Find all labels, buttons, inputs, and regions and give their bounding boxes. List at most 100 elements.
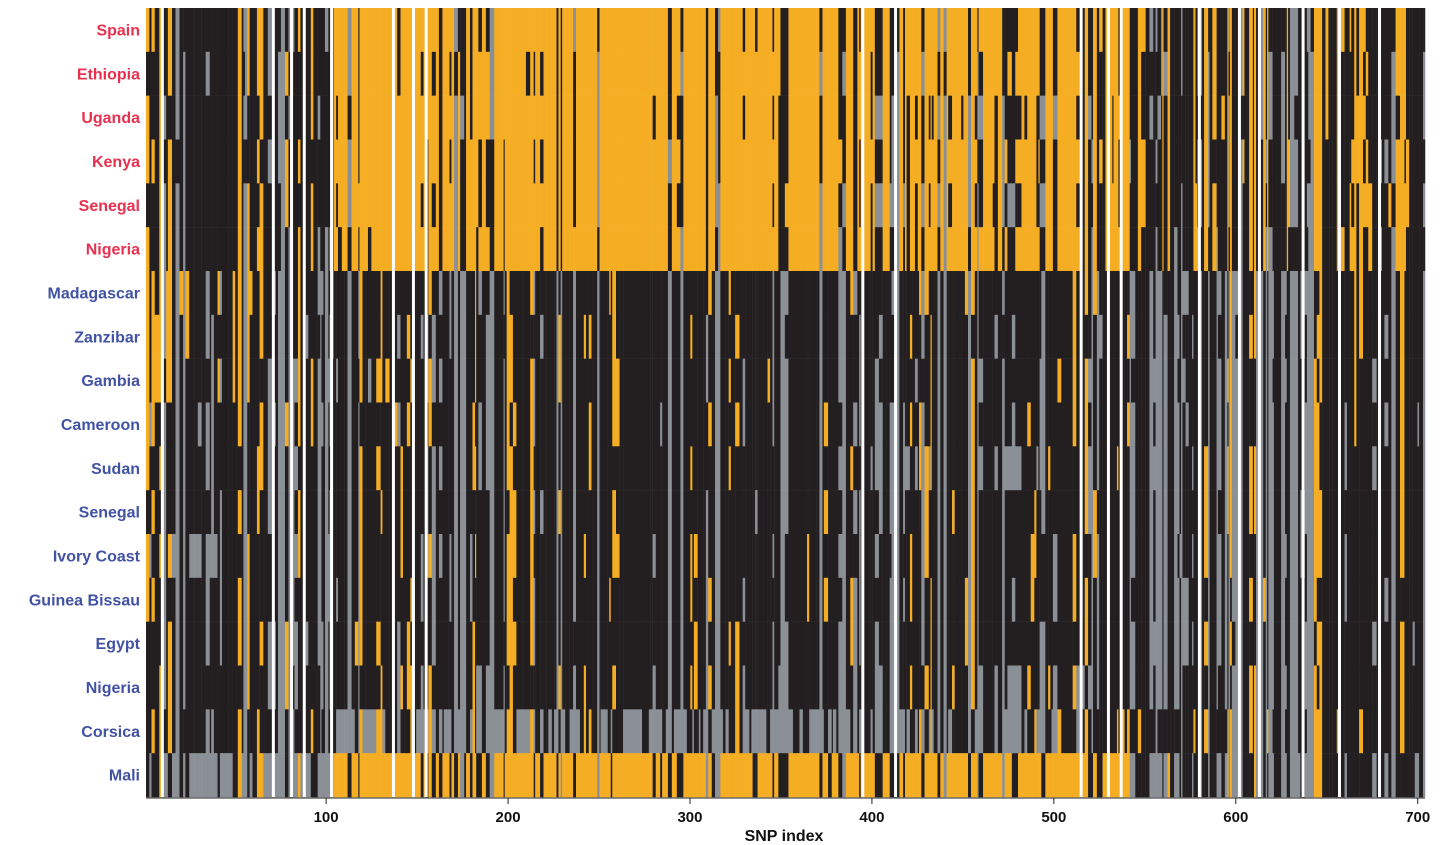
heatmap-cell xyxy=(478,753,483,798)
heatmap-cell xyxy=(243,95,246,140)
heatmap-cell xyxy=(842,709,847,754)
heatmap-cell xyxy=(882,139,887,184)
heatmap-cell xyxy=(607,490,610,535)
heatmap-cell xyxy=(154,621,160,666)
heatmap-cell xyxy=(351,227,356,272)
heatmap-cell xyxy=(637,665,643,710)
heatmap-cell xyxy=(478,51,483,96)
heatmap-cell xyxy=(698,753,701,798)
heatmap-cell xyxy=(454,139,459,184)
heatmap-cell xyxy=(211,358,215,403)
heatmap-cell xyxy=(928,709,931,754)
heatmap-cell xyxy=(321,534,324,579)
heatmap-cell xyxy=(149,183,152,228)
heatmap-cell xyxy=(690,8,693,53)
heatmap-cell xyxy=(683,271,688,316)
heatmap-cell xyxy=(928,271,931,316)
heatmap-cell xyxy=(336,358,339,403)
heatmap-cell xyxy=(917,227,920,272)
heatmap-cell xyxy=(308,490,312,535)
heatmap-cell xyxy=(603,358,607,403)
heatmap-cell xyxy=(321,183,324,228)
heatmap-cell xyxy=(752,358,756,403)
heatmap-cell xyxy=(637,8,643,53)
heatmap-cell xyxy=(323,183,326,228)
heatmap-cell xyxy=(625,271,628,316)
heatmap-cell xyxy=(751,490,753,535)
heatmap-cell xyxy=(451,227,455,272)
heatmap-cell xyxy=(715,446,719,491)
heatmap-cell xyxy=(919,534,922,579)
heatmap-cell xyxy=(784,51,789,96)
heatmap-cell xyxy=(556,621,559,666)
heatmap-cell xyxy=(757,753,763,798)
heatmap-cell xyxy=(816,8,820,53)
heatmap-cell xyxy=(662,534,667,579)
heatmap-cell xyxy=(460,227,465,272)
heatmap-cell xyxy=(481,8,487,53)
heatmap-cell xyxy=(872,665,876,710)
heatmap-cell xyxy=(333,139,337,184)
heatmap-cell xyxy=(606,358,608,403)
heatmap-cell xyxy=(560,534,563,579)
heatmap-cell xyxy=(294,183,299,228)
heatmap-cell xyxy=(686,402,691,447)
heatmap-cell xyxy=(698,534,701,579)
heatmap-cell xyxy=(221,709,225,754)
heatmap-cell xyxy=(252,95,258,140)
heatmap-cell xyxy=(752,665,756,710)
heatmap-cell xyxy=(718,139,721,184)
heatmap-cell xyxy=(690,490,693,535)
heatmap-cell xyxy=(533,402,536,447)
heatmap-cell xyxy=(676,183,681,228)
heatmap-cell xyxy=(217,534,221,579)
heatmap-cell xyxy=(228,402,233,447)
heatmap-cell xyxy=(895,753,900,798)
heatmap-cell xyxy=(288,490,291,535)
heatmap-cell xyxy=(358,51,360,96)
heatmap-cell xyxy=(751,402,753,447)
heatmap-cell xyxy=(416,709,421,754)
heatmap-cell xyxy=(831,358,834,403)
heatmap-cell xyxy=(895,577,900,622)
heatmap-cell xyxy=(882,227,887,272)
heatmap-cell xyxy=(525,95,531,140)
heatmap-cell xyxy=(610,446,613,491)
heatmap-cell xyxy=(485,358,490,403)
heatmap-cell xyxy=(320,753,322,798)
heatmap-cell xyxy=(667,271,673,316)
heatmap-cell xyxy=(457,446,461,491)
heatmap-cell xyxy=(530,534,534,579)
heatmap-cell xyxy=(341,709,345,754)
heatmap-cell xyxy=(435,183,440,228)
heatmap-cell xyxy=(457,8,461,53)
heatmap-cell xyxy=(267,271,273,316)
heatmap-cell xyxy=(650,139,653,184)
heatmap-cell xyxy=(305,446,309,491)
heatmap-cell xyxy=(588,227,592,272)
heatmap-cell xyxy=(533,8,536,53)
heatmap-cell xyxy=(693,534,698,579)
heatmap-cell xyxy=(235,183,239,228)
heatmap-cell xyxy=(476,271,479,316)
heatmap-cell xyxy=(642,534,645,579)
heatmap-cell xyxy=(221,271,225,316)
heatmap-cell xyxy=(813,183,817,228)
heatmap-cell xyxy=(908,183,911,228)
heatmap-cell xyxy=(586,534,589,579)
heatmap-cell xyxy=(232,139,236,184)
heatmap-cell xyxy=(673,8,678,53)
heatmap-cell xyxy=(562,358,566,403)
heatmap-cell xyxy=(263,51,266,96)
heatmap-cell xyxy=(606,665,608,710)
heatmap-cell xyxy=(190,577,195,622)
heatmap-cell xyxy=(597,402,600,447)
heatmap-cell xyxy=(940,402,944,447)
heatmap-cell xyxy=(548,95,553,140)
heatmap-cell xyxy=(924,753,930,798)
heatmap-cell xyxy=(603,227,607,272)
heatmap-cell xyxy=(778,95,781,140)
heatmap-cell xyxy=(190,358,195,403)
heatmap-cell xyxy=(373,227,377,272)
heatmap-cell xyxy=(359,753,363,798)
